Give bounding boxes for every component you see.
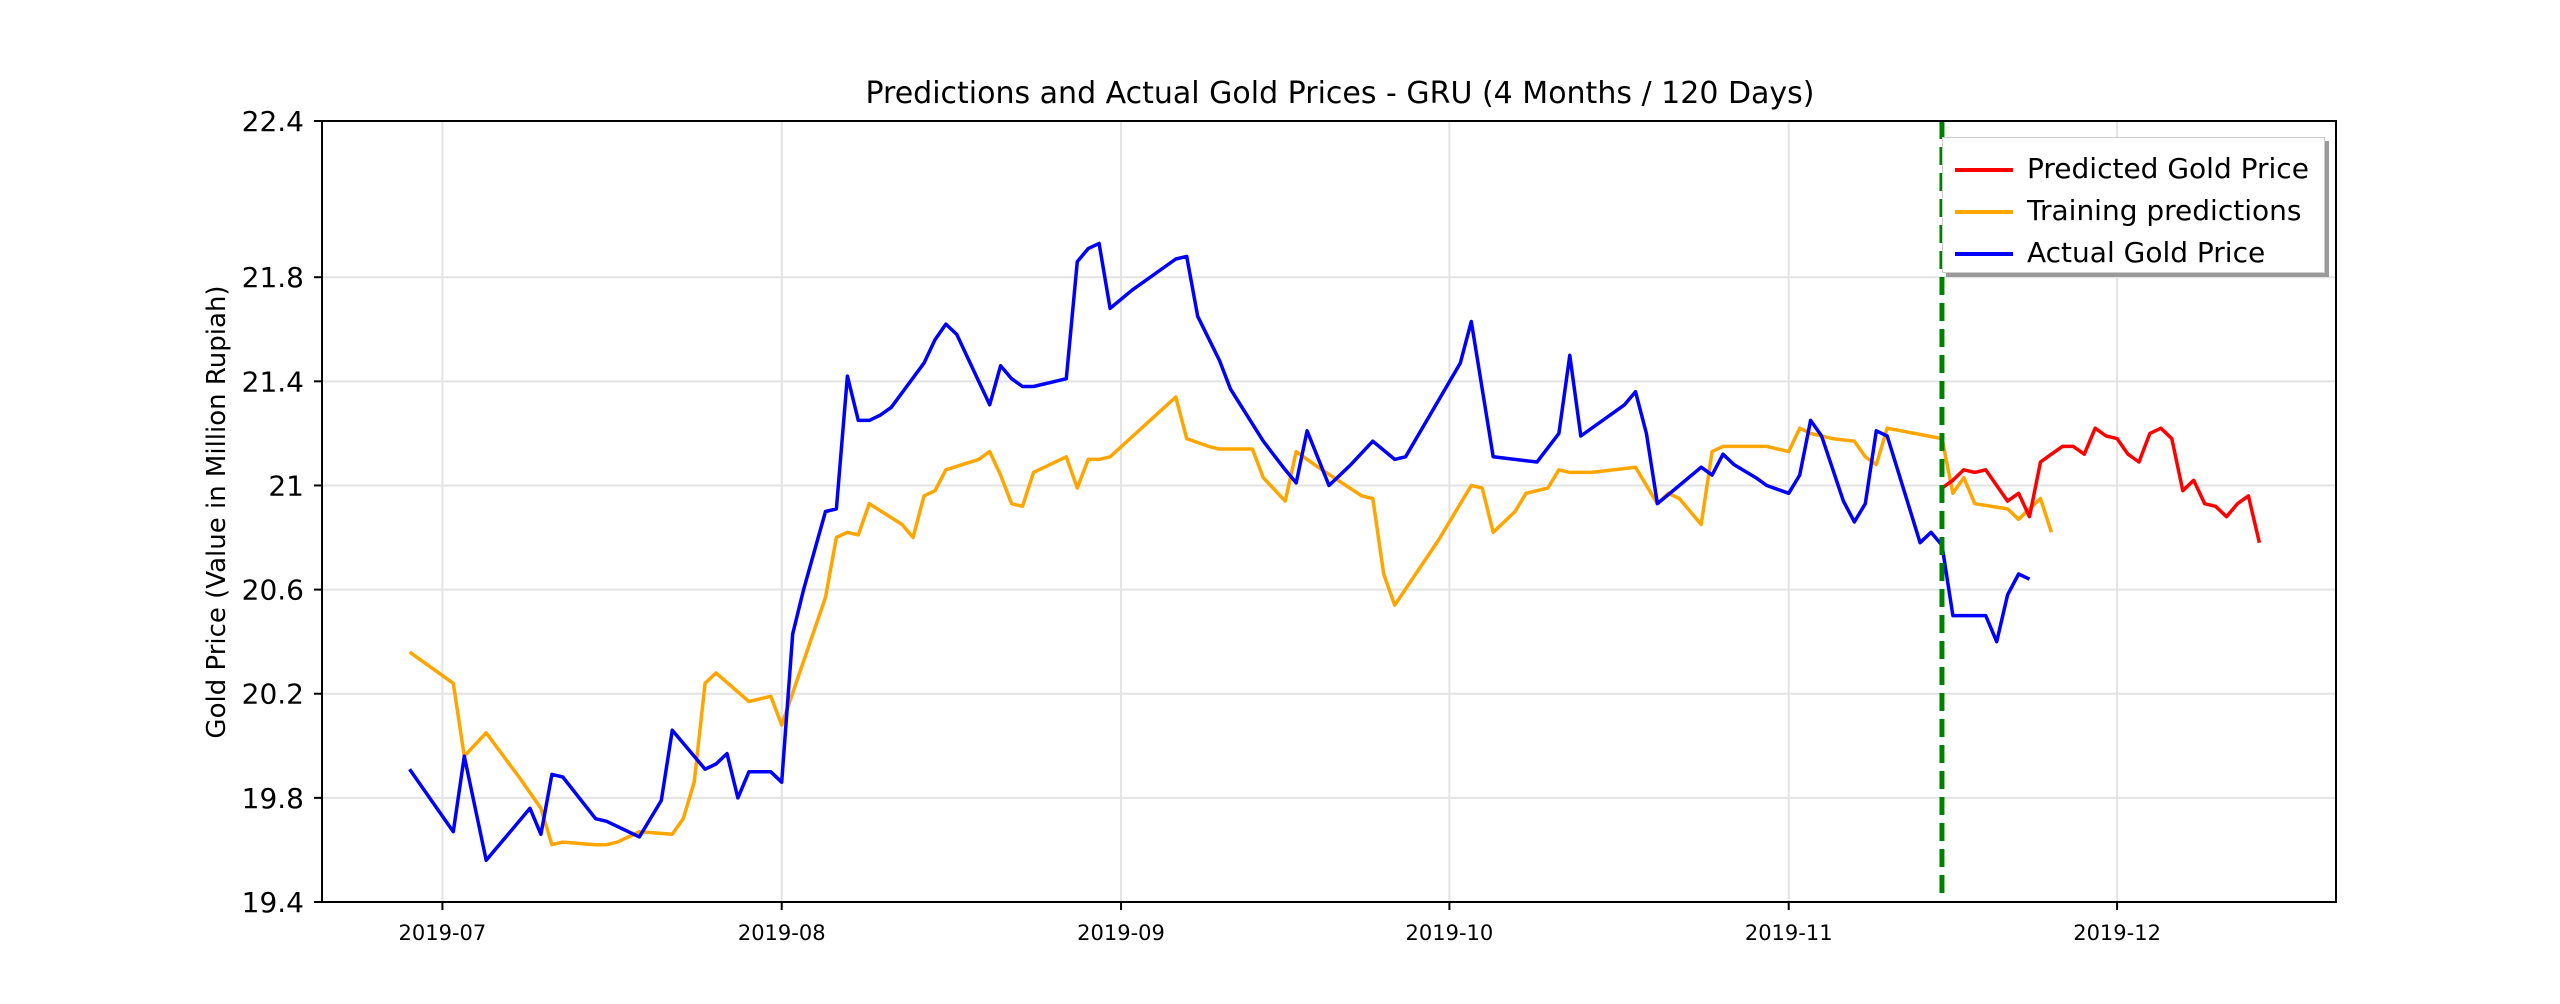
series-lines	[408, 241, 2262, 863]
legend-label-actual: Actual Gold Price	[2027, 236, 2266, 269]
y-tick-label: 20.6	[242, 574, 304, 607]
plot-frame	[321, 120, 2337, 903]
chart-title: Predictions and Actual Gold Prices - GRU…	[865, 76, 1814, 111]
legend-item-predicted: Predicted Gold Price	[1943, 148, 2324, 190]
y-tick-label: 20.2	[242, 678, 304, 711]
axis-ticks: 19.4 19.8 20.2 20.6 21 21.4 21.8 22.4 2019-07 201…	[242, 105, 2161, 945]
y-tick-label: 22.4	[242, 105, 304, 138]
x-tick-label: 2019-11	[1745, 921, 1833, 945]
x-tick-label: 2019-07	[399, 921, 487, 945]
series-line-actual-gold-price	[408, 241, 2031, 863]
legend-swatch-training	[1955, 210, 2013, 214]
y-tick-label: 21	[268, 469, 304, 502]
x-tick-label: 2019-09	[1077, 921, 1165, 945]
y-tick-label: 19.8	[242, 782, 304, 815]
x-tick-label: 2019-12	[2073, 921, 2161, 945]
legend: Predicted Gold Price Training prediction…	[1942, 137, 2325, 273]
legend-label-training: Training predictions	[2027, 194, 2302, 227]
legend-item-actual: Actual Gold Price	[1943, 232, 2324, 274]
x-tick-label: 2019-10	[1406, 921, 1494, 945]
y-tick-label: 21.4	[242, 365, 304, 398]
series-line-training-predictions	[408, 395, 2054, 847]
series-line-predicted-gold-price	[1940, 426, 2262, 544]
legend-label-predicted: Predicted Gold Price	[2027, 152, 2309, 185]
legend-swatch-actual	[1955, 252, 2013, 256]
y-tick-label: 19.4	[242, 886, 304, 919]
y-axis-label: Gold Price (Value in Million Rupiah)	[202, 285, 232, 738]
legend-swatch-predicted	[1955, 168, 2013, 172]
x-tick-label: 2019-08	[738, 921, 826, 945]
legend-item-training: Training predictions	[1943, 190, 2324, 232]
y-tick-label: 21.8	[242, 261, 304, 294]
